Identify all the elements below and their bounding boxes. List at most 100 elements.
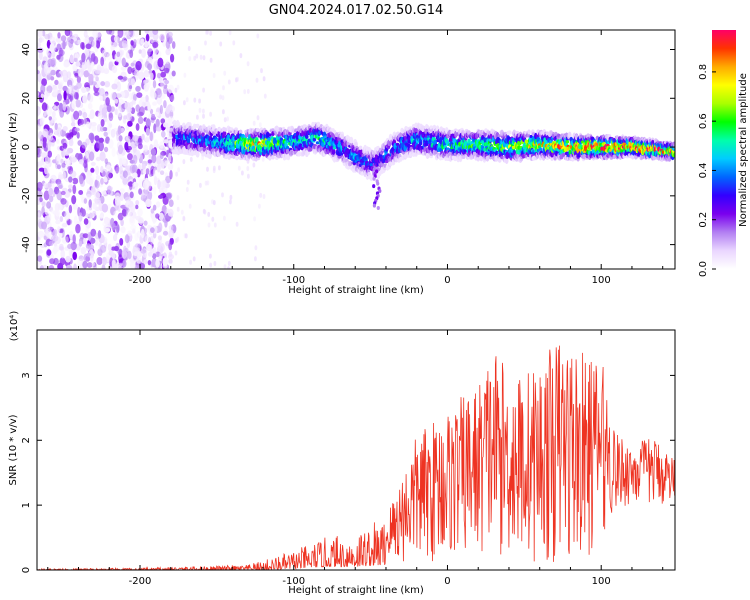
heatmap-cell — [167, 31, 173, 38]
heatmap-cell — [48, 187, 54, 196]
heatmap-cell — [372, 184, 376, 189]
heatmap-cell — [145, 198, 152, 208]
heatmap-cell — [110, 128, 116, 138]
heatmap-cell — [46, 249, 52, 256]
heatmap-cell — [135, 123, 140, 131]
heatmap-cell — [110, 92, 117, 101]
heatmap-cell — [88, 73, 94, 82]
heatmap-cell — [68, 176, 73, 183]
heatmap-cell — [38, 190, 43, 198]
heatmap-cell — [40, 36, 45, 43]
heatmap-cell — [223, 215, 226, 221]
heatmap-cell — [143, 220, 148, 226]
heatmap-cell — [130, 40, 134, 46]
heatmap-cell — [199, 54, 203, 60]
heatmap-cell — [202, 87, 206, 93]
heatmap-cell — [128, 30, 134, 38]
heatmap-cell — [134, 232, 139, 242]
heatmap-cell — [130, 203, 136, 213]
heatmap-cell — [565, 140, 570, 144]
heatmap-cell — [88, 151, 95, 161]
heatmap-cell — [114, 195, 121, 206]
heatmap-cell — [212, 165, 216, 171]
heatmap-cell — [167, 208, 174, 217]
heatmap-cell — [153, 123, 157, 134]
heatmap-cell — [40, 152, 47, 158]
heatmap-cell — [58, 184, 64, 189]
heatmap-cell — [63, 61, 70, 68]
heatmap-cell — [176, 236, 180, 242]
heatmap-cell — [185, 187, 189, 192]
heatmap-cell — [209, 253, 212, 259]
heatmap-cell — [39, 197, 43, 203]
heatmap-cell — [72, 203, 79, 210]
heatmap-cell — [103, 131, 108, 137]
heatmap-cell — [101, 264, 106, 269]
heatmap-cell — [176, 206, 180, 212]
heatmap-cell — [121, 57, 127, 67]
heatmap-cell — [127, 250, 132, 260]
heatmap-cell — [211, 199, 214, 205]
heatmap-cell — [37, 30, 43, 38]
heatmap-cell — [71, 156, 77, 163]
heatmap-cell — [142, 169, 146, 175]
heatmap-cell — [50, 69, 56, 76]
heatmap-cell — [149, 131, 153, 142]
heatmap-cell — [133, 181, 137, 187]
heatmap-cell — [147, 190, 153, 201]
heatmap-cell — [162, 86, 168, 95]
heatmap-cell — [137, 111, 144, 117]
heatmap-cell — [161, 130, 166, 138]
heatmap-cell — [159, 151, 164, 160]
heatmap-cell — [84, 87, 91, 92]
heatmap-cell — [223, 127, 228, 132]
heatmap-cell — [37, 106, 41, 116]
heatmap-cell — [258, 122, 262, 128]
y-tick-label: 3 — [21, 372, 32, 378]
heatmap-cell — [132, 154, 138, 165]
heatmap-cell — [48, 265, 55, 269]
heatmap-cell — [134, 264, 141, 269]
colorbar: 0.00.20.40.60.8 Normalized spectral ampl… — [698, 30, 749, 277]
heatmap-cell — [91, 125, 97, 132]
heatmap-cell — [138, 49, 142, 54]
heatmap-cell — [236, 76, 240, 82]
heatmap-cell — [332, 129, 337, 134]
heatmap-cell — [119, 192, 124, 201]
heatmap-cell — [147, 159, 153, 164]
heatmap-cell — [95, 199, 102, 205]
heatmap-cell — [136, 111, 144, 117]
heatmap-cell — [135, 247, 141, 253]
heatmap-cell — [143, 144, 149, 152]
heatmap-cell — [340, 134, 345, 140]
heatmap-cell — [73, 215, 78, 225]
heatmap-cell — [117, 125, 122, 135]
heatmap-cell — [66, 71, 72, 79]
heatmap-cell — [148, 225, 154, 235]
heatmap-cell — [103, 228, 111, 233]
heatmap-cell — [53, 85, 58, 96]
heatmap-cell — [107, 243, 112, 251]
heatmap-cell — [69, 95, 73, 101]
heatmap-cell — [37, 212, 41, 218]
heatmap-cell — [228, 30, 232, 36]
heatmap-cell — [113, 211, 117, 217]
heatmap-cell — [237, 165, 241, 171]
heatmap-cell — [152, 80, 157, 89]
heatmap-cell — [127, 82, 132, 92]
heatmap-cell — [111, 83, 118, 90]
heatmap-cell — [207, 222, 211, 228]
heatmap-cell — [152, 30, 159, 35]
heatmap-cell — [155, 259, 160, 268]
heatmap-cell — [95, 76, 99, 82]
heatmap-cell — [192, 256, 196, 262]
heatmap-cell — [206, 180, 210, 186]
heatmap-cell — [160, 118, 166, 124]
heatmap-cell — [133, 251, 139, 257]
heatmap-cell — [62, 142, 68, 149]
heatmap-cell — [106, 164, 112, 172]
heatmap-cell — [60, 35, 67, 42]
heatmap-cell — [88, 199, 92, 208]
heatmap-cell — [372, 176, 376, 181]
